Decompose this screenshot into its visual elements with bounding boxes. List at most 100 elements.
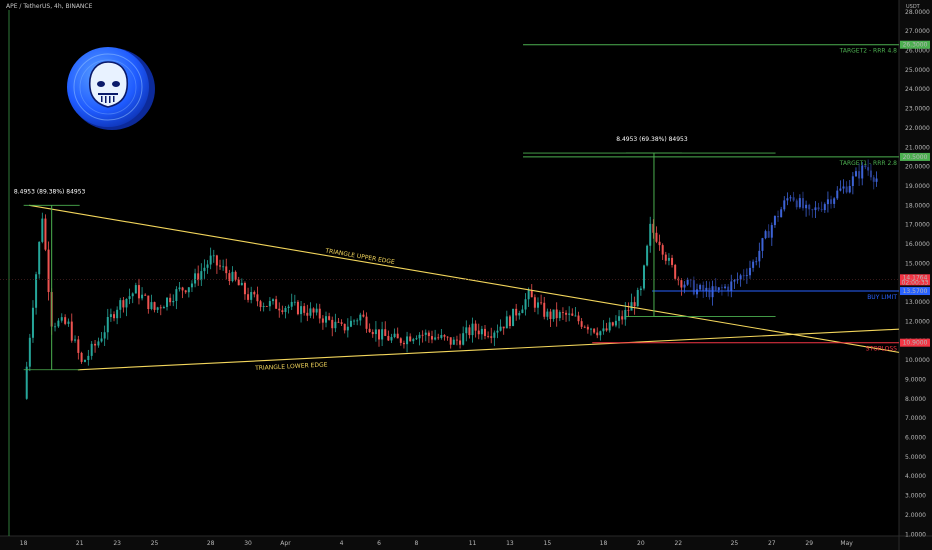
x-tick-label: 13 — [506, 540, 514, 547]
triangle-lower-edge-line[interactable] — [77, 328, 900, 371]
candle-body — [190, 283, 193, 288]
candle-body — [125, 298, 128, 308]
buy-limit-price-tag-bg — [900, 287, 930, 296]
y-tick-label: 5.0000 — [905, 454, 926, 461]
candle-body — [215, 255, 218, 266]
candle-body — [864, 165, 867, 168]
candle-body — [212, 255, 215, 257]
candle-body — [67, 321, 70, 324]
candle-body — [823, 204, 826, 211]
candle-body — [109, 314, 112, 317]
candle-body — [427, 332, 430, 337]
candle-body — [87, 355, 90, 361]
x-tick-label: 8 — [414, 540, 418, 547]
candle-body — [197, 273, 200, 281]
candle-body — [674, 264, 677, 279]
candle-body — [830, 199, 833, 204]
candle-body — [70, 321, 73, 341]
y-tick-label: 19.0000 — [905, 183, 930, 190]
candle-body — [368, 328, 371, 333]
candle-body — [38, 241, 41, 275]
candle-body — [141, 294, 144, 299]
measure1-label: 8.4953 (89.38%) 84953 — [14, 188, 86, 195]
candle-body — [162, 306, 165, 309]
current-price-tag: 14.1764 — [903, 274, 928, 281]
candle-body — [649, 223, 652, 246]
candle-body — [540, 302, 543, 304]
candle-body — [711, 286, 714, 298]
candle-body — [256, 294, 259, 302]
candle-body — [861, 165, 864, 179]
candle-body — [184, 290, 187, 293]
price-axis-panel[interactable] — [899, 0, 932, 536]
candle-body — [80, 352, 83, 362]
candle-body — [144, 294, 147, 296]
candle-body — [614, 320, 617, 326]
time-axis-panel[interactable] — [0, 536, 932, 550]
candle-body — [739, 275, 742, 280]
x-tick-label: 27 — [768, 540, 776, 547]
candle-body — [502, 326, 505, 329]
candle-body — [755, 261, 758, 263]
candle-body — [618, 316, 621, 321]
candle-body — [867, 167, 870, 171]
x-tick-label: 29 — [805, 540, 813, 547]
candle-body — [284, 308, 287, 312]
candle-body — [443, 335, 446, 337]
candle-body — [530, 290, 533, 298]
x-tick-label: 25 — [731, 540, 739, 547]
candle-body — [527, 290, 530, 300]
candle-body — [808, 204, 811, 210]
candle-body — [440, 335, 443, 338]
target1-price-tag-bg — [900, 152, 930, 161]
candle-body — [393, 333, 396, 338]
candle-body — [362, 314, 365, 317]
candle-body — [60, 317, 63, 321]
candle-body — [41, 218, 44, 242]
candle-body — [209, 255, 212, 265]
candle-body — [833, 198, 836, 204]
candle-body — [465, 327, 468, 334]
candle-body — [431, 336, 434, 340]
candle-body — [568, 313, 571, 315]
candle-body — [748, 267, 751, 276]
candle-body — [169, 297, 172, 303]
candle-body — [250, 292, 253, 300]
x-tick-label: 21 — [76, 540, 84, 547]
candle-body — [518, 313, 521, 316]
candle-body — [764, 231, 767, 239]
candle-body — [702, 285, 705, 291]
x-tick-label: 18 — [20, 540, 28, 547]
candle-body — [331, 319, 334, 329]
candle-body — [200, 271, 203, 281]
x-tick-label: 22 — [674, 540, 682, 547]
candle-body — [153, 302, 156, 310]
candle-body — [667, 257, 670, 261]
candle-body — [524, 299, 527, 310]
y-tick-label: 25.0000 — [905, 67, 930, 74]
candle-body — [798, 198, 801, 208]
target2-label: TARGET2 - RRR 4.8 — [839, 48, 898, 55]
y-tick-label: 3.0000 — [905, 493, 926, 500]
candle-body — [74, 339, 77, 341]
y-tick-label: 27.0000 — [905, 28, 930, 35]
candle-body — [459, 340, 462, 345]
triangle-upper-edge-line[interactable] — [29, 204, 900, 353]
candle-body — [851, 176, 854, 187]
stoploss-label: STOPLOSS — [866, 346, 897, 353]
candle-body — [505, 316, 508, 329]
candle-body — [845, 186, 848, 193]
ape-skull-icon — [88, 61, 129, 108]
symbol-title: APE / TetherUS, 4h, BINANCE — [6, 3, 93, 10]
candle-body — [499, 326, 502, 331]
candle-body — [487, 335, 490, 337]
target2-price-tag-bg — [900, 40, 930, 49]
candle-body — [399, 338, 402, 343]
candles-group — [25, 159, 878, 400]
candle-body — [359, 314, 362, 321]
y-tick-label: 22.0000 — [905, 125, 930, 132]
measure2-label: 8.4953 (69.38%) 84953 — [616, 136, 688, 143]
candle-body — [805, 204, 808, 209]
x-axis-ticks: 18 21 23 25 28 30 Apr 4 6 8 11 13 15 18 20 22 25 27 29 May — [20, 540, 853, 547]
